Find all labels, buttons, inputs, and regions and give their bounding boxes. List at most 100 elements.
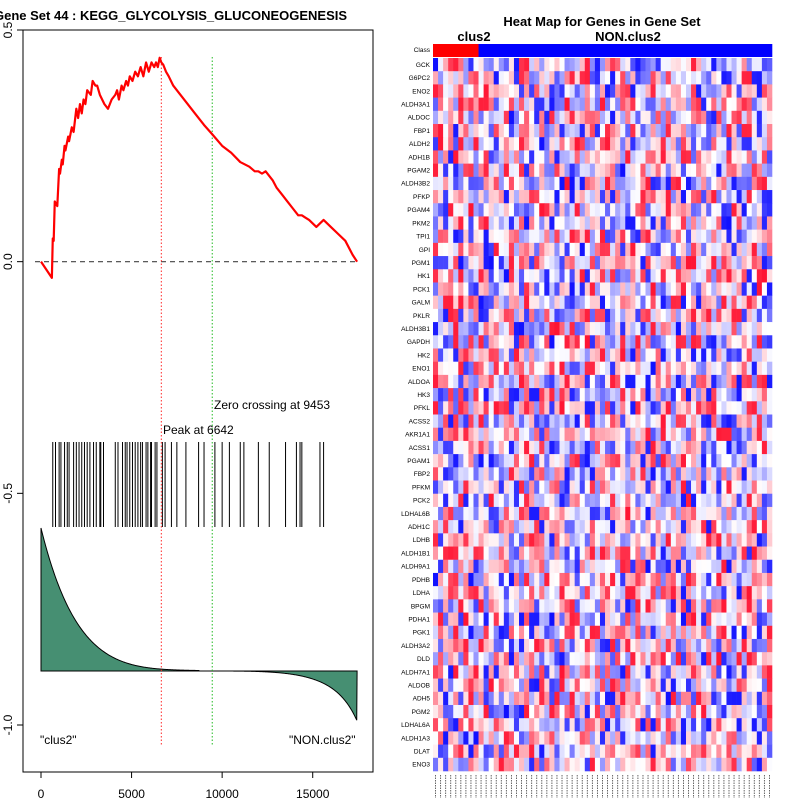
heatmap-cell — [493, 176, 500, 191]
heatmap-cell — [746, 520, 753, 534]
heatmap-cell — [751, 520, 758, 534]
heatmap-cell — [731, 533, 737, 547]
heatmap-cell — [635, 691, 641, 706]
heatmap-cell — [655, 493, 661, 508]
heatmap-cell — [493, 625, 500, 640]
heatmap-cell — [670, 163, 677, 178]
heatmap-cell — [655, 718, 661, 732]
heatmap-cell — [468, 190, 474, 204]
heatmap-cell — [478, 361, 484, 376]
heatmap-cell — [529, 493, 535, 508]
heatmap-cell — [589, 124, 596, 138]
heatmap-cell — [498, 269, 505, 283]
heatmap-cell — [630, 335, 636, 349]
heatmap-cell — [488, 190, 495, 204]
heatmap-cell — [488, 282, 495, 296]
heatmap-cell — [645, 533, 651, 547]
heatmap-cell — [584, 229, 591, 244]
heatmap-cell — [741, 625, 747, 640]
heatmap-cell — [675, 520, 682, 534]
heatmap-cell — [473, 137, 479, 151]
heatmap-cell — [615, 97, 621, 112]
gene-label: ENO2 — [412, 88, 430, 95]
heatmap-cell — [620, 97, 626, 112]
heatmap-cell — [508, 678, 515, 693]
heatmap-cell — [519, 454, 525, 468]
heatmap-cell — [701, 480, 707, 495]
heatmap-cell — [696, 533, 702, 547]
heatmap-cell — [610, 282, 616, 296]
heatmap-cell — [443, 388, 449, 402]
heatmap-cell — [529, 691, 535, 706]
heatmap-cell — [605, 599, 611, 613]
heatmap-cell — [478, 427, 484, 442]
heatmap-cell — [488, 652, 495, 666]
heatmap-cell — [478, 401, 484, 415]
heatmap-cell — [433, 625, 439, 640]
heatmap-cell — [443, 506, 449, 521]
heatmap-cell — [493, 586, 500, 600]
heatmap-cell — [670, 480, 677, 495]
heatmap-cell — [635, 427, 641, 442]
heatmap-cell — [761, 150, 768, 164]
heatmap-cell — [741, 480, 747, 495]
heatmap-cell — [599, 150, 606, 164]
heatmap-cell — [433, 163, 439, 178]
heatmap-cell — [564, 599, 570, 613]
heatmap-cell — [483, 97, 489, 112]
heatmap-cell — [539, 440, 545, 455]
heatmap-cell — [691, 757, 697, 772]
heatmap-cell — [736, 361, 742, 376]
heatmap-cell — [620, 493, 626, 508]
heatmap-cell — [605, 137, 611, 151]
heatmap-cell — [589, 58, 596, 72]
heatmap-cell — [508, 58, 515, 72]
heatmap-cell — [650, 335, 656, 349]
heatmap-cell — [529, 110, 535, 125]
heatmap-cell — [650, 269, 656, 283]
heatmap-cell — [751, 665, 758, 679]
heatmap-cell — [569, 256, 575, 270]
heatmap-cell — [463, 361, 469, 376]
heatmap-cell — [685, 110, 692, 125]
heatmap-cell — [559, 638, 565, 653]
heatmap-cell — [443, 440, 449, 455]
heatmap-cell — [751, 612, 758, 627]
heatmap-cell — [685, 84, 692, 98]
heatmap-cell — [488, 163, 495, 178]
heatmap-cell — [433, 414, 439, 428]
heatmap-cell — [731, 295, 737, 310]
heatmap-cell — [696, 665, 702, 679]
heatmap-cell — [564, 678, 570, 693]
heatmap-cell — [741, 678, 747, 693]
heatmap-cell — [448, 704, 454, 719]
heatmap-cell — [685, 718, 692, 732]
heatmap-cell — [670, 506, 677, 521]
heatmap-cell — [675, 242, 682, 257]
heatmap-cell — [498, 335, 505, 349]
y-tick-label: 0.5 — [1, 21, 15, 38]
heatmap-cell — [640, 493, 646, 508]
heatmap-cell — [539, 176, 545, 191]
heatmap-cell — [701, 348, 707, 362]
heatmap-cell — [630, 704, 636, 719]
heatmap-cell — [503, 124, 510, 138]
heatmap-cell — [655, 150, 661, 164]
heatmap-cell — [549, 414, 555, 428]
heatmap-cell — [508, 335, 515, 349]
heatmap-cell — [529, 757, 535, 772]
heatmap-cell — [726, 176, 732, 191]
heatmap-cell — [478, 229, 484, 244]
heatmap-cell — [721, 493, 727, 508]
heatmap-cell — [610, 374, 616, 389]
heatmap-cell — [650, 388, 656, 402]
heatmap-cell — [635, 348, 641, 362]
heatmap-cell — [645, 493, 651, 508]
heatmap-cell — [736, 374, 742, 389]
heatmap-cell — [711, 335, 717, 349]
heatmap-cell — [508, 520, 515, 534]
heatmap-cell — [756, 599, 763, 613]
heatmap-cell — [594, 454, 601, 468]
heatmap-cell — [746, 691, 753, 706]
heatmap-cell — [584, 572, 591, 587]
